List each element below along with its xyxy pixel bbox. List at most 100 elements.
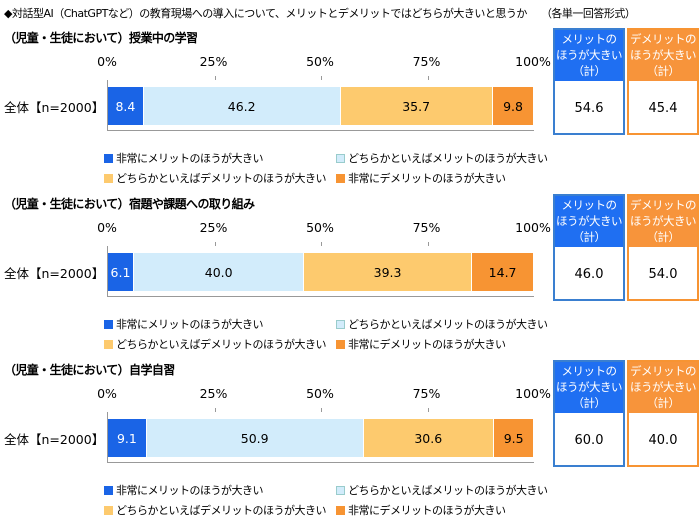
legend-item: どちらかといえばデメリットのほうが大きい (104, 336, 327, 352)
x-tick-label: 75% (412, 386, 441, 401)
summary-box-demerit: デメリットの ほうが大きい （計） 45.4 (627, 28, 699, 135)
data-label: 9.8 (503, 98, 523, 114)
legend-item: 非常にメリットのほうが大きい (104, 482, 264, 498)
x-tick-label: 100% (515, 220, 551, 235)
x-tick-label: 100% (515, 386, 551, 401)
category-label: 全体【n=2000】 (4, 432, 105, 447)
x-tick-label: 25% (199, 220, 228, 235)
legend-swatch (336, 485, 345, 495)
legend-label: どちらかといえばデメリットのほうが大きい (116, 504, 327, 517)
summary-header: メリットの ほうが大きい （計） (555, 362, 623, 413)
x-tick-label: 0% (97, 220, 117, 235)
bar-segment: 14.7 (471, 253, 535, 291)
category-label: 全体【n=2000】 (4, 100, 105, 115)
legend-swatch (104, 153, 113, 163)
tick-mark (214, 76, 216, 80)
legend-swatch (104, 173, 113, 183)
bar-segment: 30.6 (363, 419, 494, 457)
legend-label: どちらかといえばデメリットのほうが大きい (116, 338, 327, 351)
x-tick-label: 0% (97, 54, 117, 69)
tick-mark (214, 408, 216, 412)
bar-segment: 9.1 (108, 419, 147, 457)
legend-item: 非常にメリットのほうが大きい (104, 316, 264, 332)
summary-box-demerit: デメリットの ほうが大きい （計） 54.0 (627, 194, 699, 301)
legend-label: どちらかといえばメリットのほうが大きい (348, 152, 548, 165)
legend-label: 非常にメリットのほうが大きい (116, 152, 264, 165)
tick-mark (321, 408, 322, 412)
legend-label: 非常にデメリットのほうが大きい (348, 172, 506, 185)
chart-title: ◆対話型AI（ChatGPTなど）の教育現場への導入について、メリットとデメリッ… (4, 5, 636, 21)
data-label: 30.6 (414, 430, 443, 446)
summary-box-demerit: デメリットの ほうが大きい （計） 40.0 (627, 360, 699, 467)
data-label: 39.3 (373, 264, 402, 280)
section-title: （児童・生徒において）宿題や課題への取り組み (4, 197, 255, 211)
summary-box-merit: メリットの ほうが大きい （計） 60.0 (553, 360, 625, 467)
tick-mark (214, 242, 216, 246)
bar-segment: 40.0 (133, 253, 305, 291)
summary-header: デメリットの ほうが大きい （計） (629, 30, 697, 81)
x-tick-label: 50% (306, 54, 334, 69)
legend-swatch (336, 153, 345, 163)
bar-segment: 46.2 (143, 87, 341, 125)
legend-item: どちらかといえばメリットのほうが大きい (336, 482, 548, 498)
legend-item: どちらかといえばデメリットのほうが大きい (104, 502, 327, 518)
bar-segment: 9.5 (493, 419, 535, 457)
tick-mark (427, 242, 429, 246)
legend-swatch (336, 173, 345, 183)
section-title: （児童・生徒において）自学自習 (4, 363, 175, 377)
data-label: 50.9 (240, 430, 269, 446)
legend-label: どちらかといえばデメリットのほうが大きい (116, 172, 327, 185)
legend-swatch (336, 505, 345, 515)
bar-segment: 39.3 (304, 253, 472, 291)
tick-mark (427, 76, 429, 80)
plot-axis (107, 76, 534, 131)
legend-label: 非常にデメリットのほうが大きい (348, 504, 506, 517)
legend-item: 非常にメリットのほうが大きい (104, 150, 264, 166)
data-label: 9.5 (503, 430, 524, 446)
legend-label: どちらかといえばメリットのほうが大きい (348, 318, 548, 331)
legend-swatch (104, 485, 113, 495)
plot-axis (107, 408, 534, 463)
x-tick-label: 75% (412, 54, 441, 69)
summary-header: メリットの ほうが大きい （計） (555, 196, 623, 247)
legend-label: 非常にデメリットのほうが大きい (348, 338, 506, 351)
data-label: 35.7 (402, 98, 431, 114)
bar-segment: 35.7 (340, 87, 493, 125)
tick-mark (427, 408, 429, 412)
data-label: 9.1 (116, 430, 137, 446)
legend-item: 非常にデメリットのほうが大きい (336, 336, 506, 352)
title-text: ◆対話型AI（ChatGPTなど）の教育現場への導入について、メリットとデメリッ… (4, 7, 527, 20)
summary-value: 46.0 (574, 267, 604, 282)
section-title: （児童・生徒において）授業中の学習 (4, 31, 198, 45)
legend-label: どちらかといえばメリットのほうが大きい (348, 484, 548, 497)
bar-segment: 50.9 (146, 419, 364, 457)
data-label: 14.7 (488, 264, 517, 280)
summary-box-merit: メリットの ほうが大きい （計） 54.6 (553, 28, 625, 135)
legend-swatch (336, 319, 345, 329)
legend-item: 非常にデメリットのほうが大きい (336, 170, 506, 186)
tick-mark (321, 76, 322, 80)
legend-label: 非常にメリットのほうが大きい (116, 318, 264, 331)
summary-value: 60.0 (574, 433, 604, 448)
data-label: 6.1 (110, 264, 131, 280)
x-tick-label: 50% (306, 386, 334, 401)
legend-item: どちらかといえばメリットのほうが大きい (336, 150, 548, 166)
legend-swatch (104, 339, 113, 349)
data-label: 8.4 (115, 98, 136, 114)
legend-swatch (336, 339, 345, 349)
summary-box-merit: メリットの ほうが大きい （計） 46.0 (553, 194, 625, 301)
bar-segment: 6.1 (108, 253, 134, 291)
x-tick-label: 50% (306, 220, 334, 235)
bar-segment: 9.8 (492, 87, 535, 125)
legend-item: 非常にデメリットのほうが大きい (336, 502, 506, 518)
data-label: 46.2 (227, 98, 256, 114)
format-note: （各単一回答形式） (540, 7, 636, 20)
bar-segment: 8.4 (108, 87, 144, 125)
legend-swatch (104, 319, 113, 329)
summary-header: デメリットの ほうが大きい （計） (629, 196, 697, 247)
legend-swatch (104, 505, 113, 515)
legend-label: 非常にメリットのほうが大きい (116, 484, 264, 497)
summary-header: デメリットの ほうが大きい （計） (629, 362, 697, 413)
x-tick-label: 75% (412, 220, 441, 235)
legend-item: どちらかといえばデメリットのほうが大きい (104, 170, 327, 186)
